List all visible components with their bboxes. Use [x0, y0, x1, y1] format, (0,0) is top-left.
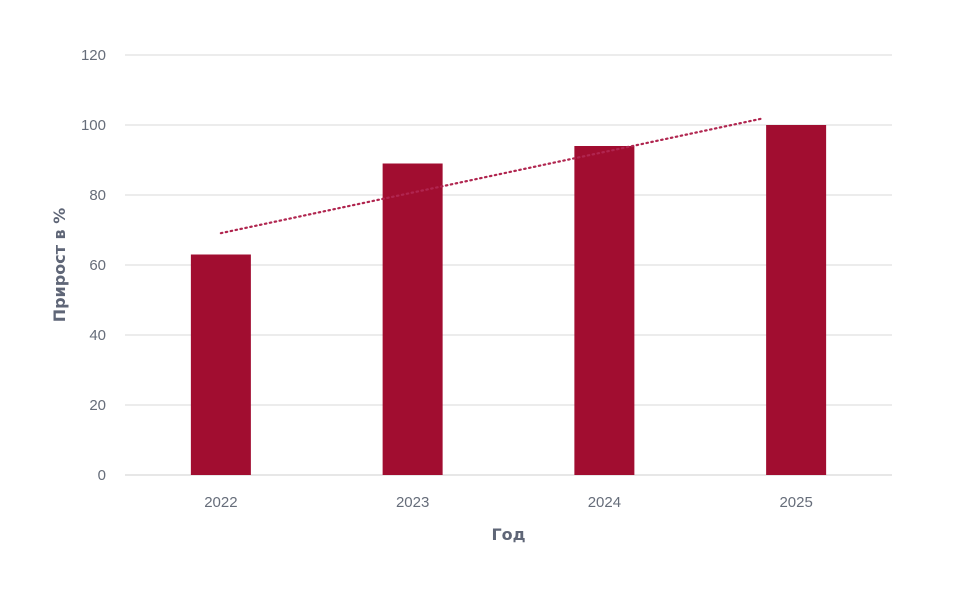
- y-axis-title: Прирост в %: [50, 208, 69, 323]
- y-tick-label: 40: [89, 327, 106, 344]
- bar-2023: [382, 163, 443, 475]
- y-tick-label: 20: [89, 397, 106, 414]
- x-axis-title: Год: [491, 525, 525, 544]
- x-axis-ticks: 2022 2023 2024 2025: [204, 494, 813, 511]
- trendline: [219, 117, 763, 235]
- bar-2025: [766, 125, 827, 475]
- y-tick-label: 80: [89, 187, 106, 204]
- y-tick-label: 0: [98, 467, 106, 484]
- y-tick-label: 60: [89, 257, 106, 274]
- x-tick-label: 2024: [588, 494, 621, 511]
- bars: [190, 125, 827, 475]
- x-tick-label: 2023: [396, 494, 429, 511]
- y-tick-label: 100: [81, 117, 106, 134]
- bar-2024: [574, 146, 635, 475]
- y-axis-ticks: 0 20 40 60 80 100 120: [81, 47, 106, 484]
- bar-2022: [190, 254, 251, 475]
- y-tick-label: 120: [81, 47, 106, 64]
- grid-lines: [125, 54, 892, 476]
- x-tick-label: 2022: [204, 494, 237, 511]
- trendline-path: [219, 117, 763, 235]
- x-tick-label: 2025: [779, 494, 812, 511]
